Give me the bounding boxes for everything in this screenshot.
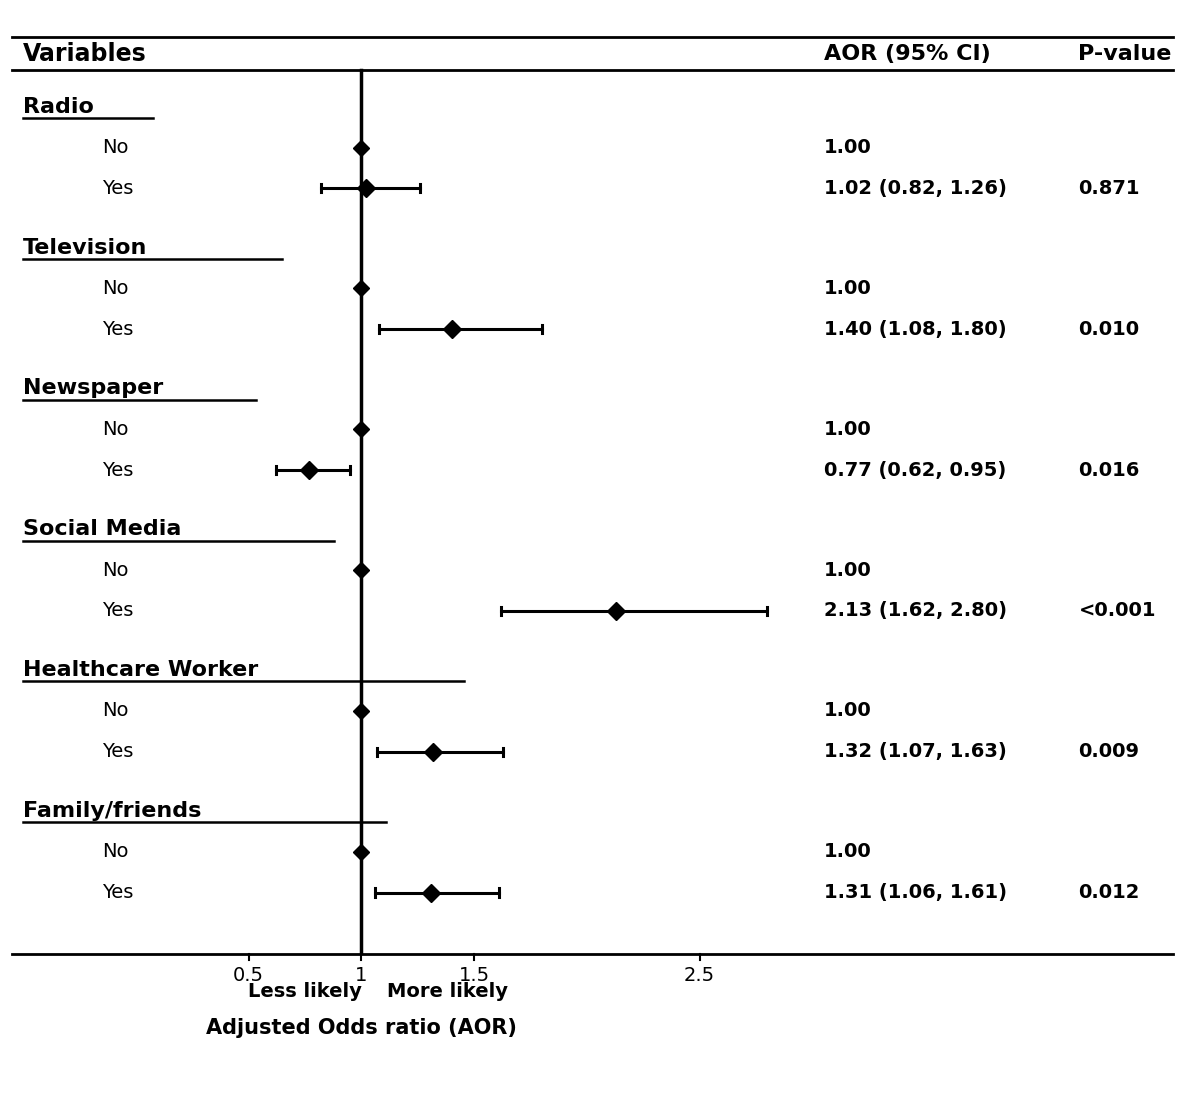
Text: Family/friends: Family/friends bbox=[24, 801, 202, 821]
Text: 1.32 (1.07, 1.63): 1.32 (1.07, 1.63) bbox=[824, 742, 1007, 761]
Text: 0.012: 0.012 bbox=[1079, 883, 1140, 902]
Text: 1.00: 1.00 bbox=[824, 701, 871, 720]
Text: Radio: Radio bbox=[24, 96, 94, 116]
Text: Variables: Variables bbox=[24, 42, 147, 65]
Text: 1.00: 1.00 bbox=[824, 842, 871, 861]
Text: P-value: P-value bbox=[1079, 43, 1172, 63]
Text: Social Media: Social Media bbox=[24, 520, 182, 540]
Text: Yes: Yes bbox=[103, 883, 133, 902]
Text: Yes: Yes bbox=[103, 320, 133, 339]
Text: Newspaper: Newspaper bbox=[24, 379, 164, 399]
Text: AOR (95% CI): AOR (95% CI) bbox=[824, 43, 990, 63]
Text: No: No bbox=[103, 842, 129, 861]
Text: 2.5: 2.5 bbox=[684, 966, 716, 985]
Text: 1.31 (1.06, 1.61): 1.31 (1.06, 1.61) bbox=[824, 883, 1007, 902]
Text: Adjusted Odds ratio (AOR): Adjusted Odds ratio (AOR) bbox=[206, 1018, 516, 1038]
Text: More likely: More likely bbox=[387, 983, 507, 1002]
Text: Television: Television bbox=[24, 237, 147, 257]
Text: No: No bbox=[103, 279, 129, 298]
Text: 1.00: 1.00 bbox=[824, 420, 871, 439]
Text: 2.13 (1.62, 2.80): 2.13 (1.62, 2.80) bbox=[824, 602, 1007, 620]
Text: 1.40 (1.08, 1.80): 1.40 (1.08, 1.80) bbox=[824, 320, 1006, 339]
Text: No: No bbox=[103, 561, 129, 579]
Text: Yes: Yes bbox=[103, 178, 133, 198]
Text: 1.00: 1.00 bbox=[824, 561, 871, 579]
Text: 1.00: 1.00 bbox=[824, 279, 871, 298]
Text: 1: 1 bbox=[355, 966, 368, 985]
Text: Yes: Yes bbox=[103, 602, 133, 620]
Text: 0.871: 0.871 bbox=[1079, 178, 1140, 198]
Text: Yes: Yes bbox=[103, 742, 133, 761]
Text: Yes: Yes bbox=[103, 461, 133, 480]
Text: 1.00: 1.00 bbox=[824, 138, 871, 157]
Text: 0.77 (0.62, 0.95): 0.77 (0.62, 0.95) bbox=[824, 461, 1006, 480]
Text: Healthcare Worker: Healthcare Worker bbox=[24, 660, 258, 680]
Text: Less likely: Less likely bbox=[248, 983, 362, 1002]
Text: 1.5: 1.5 bbox=[459, 966, 489, 985]
Text: 1.02 (0.82, 1.26): 1.02 (0.82, 1.26) bbox=[824, 178, 1007, 198]
Text: No: No bbox=[103, 420, 129, 439]
Text: <0.001: <0.001 bbox=[1079, 602, 1155, 620]
Text: 0.010: 0.010 bbox=[1079, 320, 1140, 339]
Text: No: No bbox=[103, 138, 129, 157]
Text: 0.009: 0.009 bbox=[1079, 742, 1139, 761]
Text: No: No bbox=[103, 701, 129, 720]
Text: 0.016: 0.016 bbox=[1079, 461, 1140, 480]
Text: 0.5: 0.5 bbox=[233, 966, 264, 985]
